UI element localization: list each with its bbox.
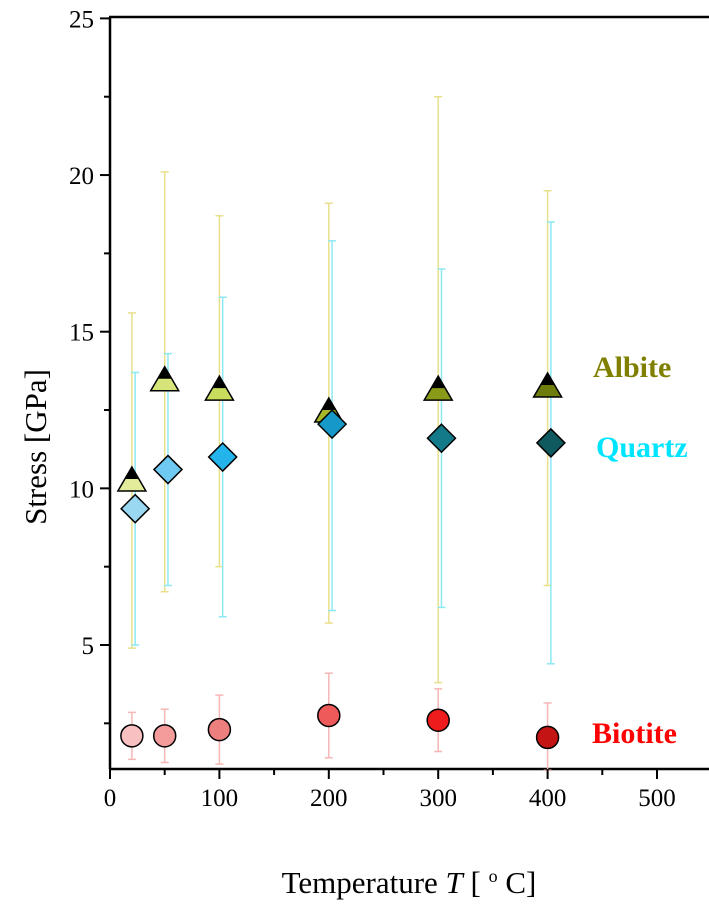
- x-tick-label-400: 400: [529, 785, 567, 812]
- point-albite-400: [532, 371, 563, 398]
- point-albite-20-dark-half: [124, 466, 139, 479]
- y-axis-title: Stress [GPa]: [18, 369, 53, 525]
- point-biotite-400: [535, 725, 560, 750]
- point-albite-300-dark-half: [431, 376, 446, 389]
- data-markers: [116, 365, 566, 750]
- point-biotite-300: [426, 708, 450, 732]
- y-tick-label-10: 10: [69, 476, 94, 503]
- point-biotite-200: [317, 703, 341, 728]
- point-quartz-103: [207, 441, 238, 473]
- point-albite-50: [149, 365, 181, 392]
- point-quartz-203: [317, 409, 348, 440]
- series-label-biotite: Biotite: [592, 717, 677, 750]
- point-albite-200-dark-half: [321, 398, 336, 411]
- point-albite-100: [204, 374, 235, 401]
- point-biotite-50: [152, 724, 177, 748]
- point-biotite-100: [207, 717, 232, 742]
- point-biotite-20: [120, 724, 144, 748]
- point-albite-20: [116, 465, 148, 492]
- point-quartz-303: [426, 423, 457, 454]
- point-quartz-403: [535, 427, 566, 458]
- x-tick-label-0: 0: [104, 785, 117, 812]
- axes: 0 100 200 300 400 500 5 10 15 20 25: [69, 6, 676, 812]
- y-tick-label-20: 20: [69, 163, 94, 190]
- x-tick-label-300: 300: [419, 785, 457, 812]
- point-albite-50-dark-half: [157, 366, 172, 379]
- point-albite-20-outline: [116, 465, 148, 492]
- x-axis-title: Temperature T [ o C]: [282, 865, 537, 900]
- point-albite-400-dark-half: [540, 372, 555, 385]
- point-albite-300: [422, 374, 454, 401]
- point-albite-100-outline: [204, 374, 235, 401]
- point-albite-400-outline: [532, 371, 563, 398]
- point-quartz-53: [152, 454, 184, 485]
- series-label-quartz: Quartz: [596, 431, 688, 464]
- x-tick-label-100: 100: [201, 785, 239, 812]
- x-tick-label-200: 200: [310, 785, 348, 812]
- point-albite-300-outline: [422, 374, 454, 401]
- y-tick-label-5: 5: [82, 633, 95, 660]
- point-albite-100-dark-half: [212, 376, 227, 389]
- point-quartz-23: [120, 493, 151, 524]
- plot-frame: [108, 15, 709, 771]
- error-bars: [127, 95, 555, 772]
- point-albite-50-outline: [149, 365, 181, 392]
- x-tick-label-500: 500: [638, 785, 676, 812]
- y-tick-label-25: 25: [69, 6, 94, 33]
- series-label-albite: Albite: [593, 351, 671, 384]
- y-tick-label-15: 15: [69, 320, 94, 347]
